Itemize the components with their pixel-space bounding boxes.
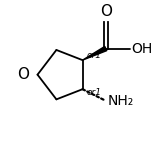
Polygon shape [82,46,107,60]
Text: OH: OH [131,41,152,56]
Text: NH₂: NH₂ [107,94,134,108]
Text: O: O [100,4,112,19]
Text: or1: or1 [86,51,101,60]
Text: or1: or1 [86,88,101,97]
Text: O: O [17,67,29,82]
